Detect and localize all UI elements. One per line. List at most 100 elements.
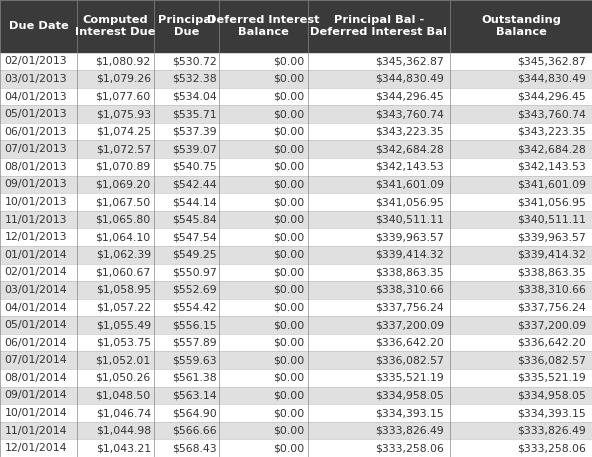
Text: $342,684.28: $342,684.28 xyxy=(375,144,444,154)
Text: 10/01/2014: 10/01/2014 xyxy=(5,408,67,418)
Text: $532.38: $532.38 xyxy=(172,74,217,84)
Text: $547.54: $547.54 xyxy=(172,232,217,242)
Text: $0.00: $0.00 xyxy=(273,109,304,119)
Text: 10/01/2013: 10/01/2013 xyxy=(5,197,67,207)
Text: 01/01/2014: 01/01/2014 xyxy=(5,250,67,260)
Text: 04/01/2014: 04/01/2014 xyxy=(5,303,67,313)
Bar xyxy=(0,351,592,369)
Text: Computed
Interest Due: Computed Interest Due xyxy=(75,16,156,37)
Text: $0.00: $0.00 xyxy=(273,91,304,101)
Text: $545.84: $545.84 xyxy=(172,215,217,224)
Text: $0.00: $0.00 xyxy=(273,232,304,242)
Text: 07/01/2014: 07/01/2014 xyxy=(5,355,67,365)
Text: $338,310.66: $338,310.66 xyxy=(517,285,586,295)
Text: $335,521.19: $335,521.19 xyxy=(375,373,444,383)
Text: $1,057.22: $1,057.22 xyxy=(96,303,151,313)
Text: $535.71: $535.71 xyxy=(172,109,217,119)
Text: $1,080.92: $1,080.92 xyxy=(95,56,151,66)
Text: $338,863.35: $338,863.35 xyxy=(375,267,444,277)
Bar xyxy=(0,123,592,140)
Bar xyxy=(0,369,592,387)
Bar xyxy=(0,422,592,440)
Text: $0.00: $0.00 xyxy=(273,180,304,190)
Text: $343,760.74: $343,760.74 xyxy=(517,109,586,119)
Text: 09/01/2013: 09/01/2013 xyxy=(5,180,67,190)
Text: $1,064.10: $1,064.10 xyxy=(95,232,151,242)
Text: $0.00: $0.00 xyxy=(273,390,304,400)
Text: $0.00: $0.00 xyxy=(273,56,304,66)
Bar xyxy=(0,53,592,70)
Text: $337,200.09: $337,200.09 xyxy=(517,320,586,330)
Text: $337,200.09: $337,200.09 xyxy=(375,320,444,330)
Text: $334,958.05: $334,958.05 xyxy=(375,390,444,400)
Text: $336,082.57: $336,082.57 xyxy=(375,355,444,365)
Text: $0.00: $0.00 xyxy=(273,285,304,295)
Text: $334,393.15: $334,393.15 xyxy=(375,408,444,418)
Text: $336,642.20: $336,642.20 xyxy=(375,338,444,348)
Text: $343,223.35: $343,223.35 xyxy=(375,127,444,137)
Text: $1,052.01: $1,052.01 xyxy=(95,355,151,365)
Bar xyxy=(0,211,592,228)
Bar xyxy=(0,281,592,299)
Text: $343,223.35: $343,223.35 xyxy=(517,127,586,137)
Text: 05/01/2014: 05/01/2014 xyxy=(5,320,67,330)
Text: $539.07: $539.07 xyxy=(172,144,217,154)
Bar xyxy=(0,88,592,105)
Text: $340,511.11: $340,511.11 xyxy=(375,215,444,224)
Text: $559.63: $559.63 xyxy=(172,355,217,365)
Text: $339,963.57: $339,963.57 xyxy=(517,232,586,242)
Text: $0.00: $0.00 xyxy=(273,408,304,418)
Bar xyxy=(0,158,592,175)
Text: $540.75: $540.75 xyxy=(172,162,217,172)
Text: $334,393.15: $334,393.15 xyxy=(517,408,586,418)
Text: $0.00: $0.00 xyxy=(273,373,304,383)
Text: $1,065.80: $1,065.80 xyxy=(95,215,151,224)
Bar xyxy=(0,440,592,457)
Text: $1,055.49: $1,055.49 xyxy=(96,320,151,330)
Text: $335,521.19: $335,521.19 xyxy=(517,373,586,383)
Text: $1,048.50: $1,048.50 xyxy=(95,390,151,400)
Text: $542.44: $542.44 xyxy=(172,180,217,190)
Bar xyxy=(0,334,592,351)
Text: $1,070.89: $1,070.89 xyxy=(95,162,151,172)
Text: 09/01/2014: 09/01/2014 xyxy=(5,390,67,400)
Bar xyxy=(0,299,592,316)
Text: 05/01/2013: 05/01/2013 xyxy=(5,109,67,119)
Text: $341,056.95: $341,056.95 xyxy=(375,197,444,207)
Text: $337,756.24: $337,756.24 xyxy=(375,303,444,313)
Text: $530.72: $530.72 xyxy=(172,56,217,66)
Text: $1,075.93: $1,075.93 xyxy=(96,109,151,119)
Text: $0.00: $0.00 xyxy=(273,320,304,330)
Text: 08/01/2014: 08/01/2014 xyxy=(5,373,67,383)
Text: 04/01/2013: 04/01/2013 xyxy=(5,91,67,101)
Text: Outstanding
Balance: Outstanding Balance xyxy=(481,16,561,37)
Text: $563.14: $563.14 xyxy=(172,390,217,400)
Text: $0.00: $0.00 xyxy=(273,303,304,313)
Text: $344,296.45: $344,296.45 xyxy=(517,91,586,101)
Text: $0.00: $0.00 xyxy=(273,74,304,84)
Text: $339,414.32: $339,414.32 xyxy=(375,250,444,260)
Text: $1,077.60: $1,077.60 xyxy=(95,91,151,101)
Text: 06/01/2014: 06/01/2014 xyxy=(5,338,67,348)
Bar xyxy=(0,264,592,281)
Text: Principal Bal -
Deferred Interest Bal: Principal Bal - Deferred Interest Bal xyxy=(310,16,448,37)
Text: $561.38: $561.38 xyxy=(172,373,217,383)
Text: $556.15: $556.15 xyxy=(172,320,217,330)
Text: $554.42: $554.42 xyxy=(172,303,217,313)
Text: $1,074.25: $1,074.25 xyxy=(96,127,151,137)
Text: $337,756.24: $337,756.24 xyxy=(517,303,586,313)
Text: $338,863.35: $338,863.35 xyxy=(517,267,586,277)
Bar xyxy=(0,387,592,404)
Text: 11/01/2014: 11/01/2014 xyxy=(5,425,67,436)
Text: $0.00: $0.00 xyxy=(273,355,304,365)
Text: $549.25: $549.25 xyxy=(172,250,217,260)
Text: $0.00: $0.00 xyxy=(273,197,304,207)
Text: $336,082.57: $336,082.57 xyxy=(517,355,586,365)
Text: $1,069.20: $1,069.20 xyxy=(95,180,151,190)
Text: $345,362.87: $345,362.87 xyxy=(517,56,586,66)
Text: $340,511.11: $340,511.11 xyxy=(517,215,586,224)
Text: $1,058.95: $1,058.95 xyxy=(96,285,151,295)
Text: $557.89: $557.89 xyxy=(172,338,217,348)
Text: Principal
Due: Principal Due xyxy=(158,16,215,37)
Text: 12/01/2014: 12/01/2014 xyxy=(5,443,67,453)
